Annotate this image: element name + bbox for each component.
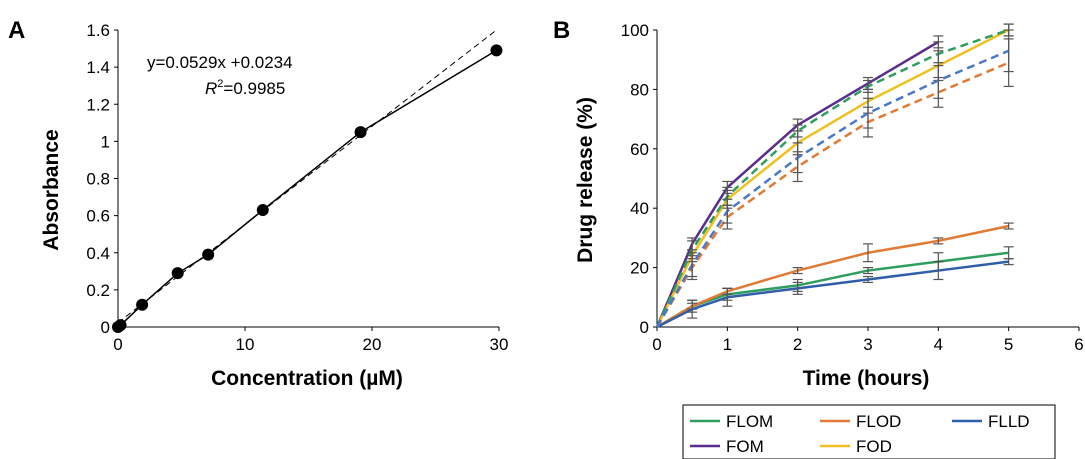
series-line-fom [655,40,939,328]
panel-b-x-tick-label: 3 [863,335,872,354]
panel-a-equation: y=0.0529x +0.0234 [147,53,293,72]
panel-b-label: B [553,17,570,44]
panel-a-data-point [256,204,269,217]
panel-a-y-tick-label: 1.6 [86,21,110,40]
r2-letter: R [205,79,217,98]
panel-b-x-tick-label: 1 [723,335,732,354]
panel-a-y-tick-label: 1.4 [86,58,110,77]
panel-a-label: A [8,17,25,44]
panel-a-r2: R2=0.9985 [205,78,285,98]
panel-a-x-tick-label: 30 [490,335,509,354]
panel-a-data-point [171,267,184,280]
panel-a-x-tick-label: 10 [236,335,255,354]
series-line-flld [656,260,1009,329]
panel-b-y-tick-label: 40 [630,199,649,218]
series-line-fod [655,28,1010,328]
panel-a-xlabel: Concentration (µM) [211,367,403,390]
panel-b-y-tick-label: 80 [630,80,649,99]
legend-box [682,404,1056,459]
panel-a-x-tick-label: 0 [113,335,122,354]
panel-a-y-tick-label: 0 [101,318,110,337]
panel-a-y-tick-label: 0.4 [86,244,110,263]
legend-label-fod: FOD [856,437,892,456]
legend-label-fom: FOM [726,437,764,456]
panel-a-y-tick-label: 0.8 [86,170,110,189]
series-line-dashed-7 [655,49,1010,328]
legend: FLOM FLOD FLLD FOM FOD [690,412,1030,456]
panel-a-plot: 0 0.2 0.4 0.6 0.8 1 1.2 1.4 1.6 0 10 20 30 [86,21,508,354]
panel-a-ylabel: Absorbance [40,129,63,250]
series-line-dashed-5 [655,28,1010,328]
panel-b-x-tick-label: 6 [1074,335,1083,354]
series-line-flod [656,224,1009,329]
panel-a-x-tick-label: 20 [363,335,382,354]
panel-a-y-tick-label: 1 [101,132,110,151]
panel-a-data-line [117,49,497,328]
panel-a-data-point [490,44,503,57]
panel-a-data-point [202,248,215,261]
panel-b-y-tick-label: 100 [621,21,649,40]
panel-b-y-tick-label: 60 [630,140,649,159]
panel-b-y-tick-label: 0 [640,318,649,337]
panel-b-x-tick-label: 5 [1004,335,1013,354]
r2-value: =0.9985 [223,79,285,98]
panel-a-data-point [114,319,127,332]
panel-b-x-tick-label: 0 [652,335,661,354]
panel-a-y-tick-label: 0.2 [86,281,110,300]
panel-b-x-tick-label: 4 [934,335,943,354]
r2-superscript: 2 [217,78,223,90]
legend-label-flod: FLOD [856,412,901,431]
panel-b-x-tick-label: 2 [793,335,802,354]
series-line-flom [656,251,1009,329]
legend-label-flld: FLLD [988,412,1030,431]
legend-label-flom: FLOM [726,412,773,431]
panel-b-xlabel: Time (hours) [803,367,930,390]
panel-a-y-tick-label: 1.2 [86,95,110,114]
panel-a-data-point [136,298,149,311]
panel-a-y-tick-label: 0.6 [86,207,110,226]
series-line-dashed-6 [655,61,1010,328]
panel-b-ylabel: Drug release (%) [574,97,597,263]
panel-b-plot: 0 20 40 60 80 100 0 1 2 3 4 5 6 [621,21,1084,354]
panel-a-trendline [117,29,497,324]
panel-a-data-point [354,126,367,139]
panel-b-y-tick-label: 20 [630,259,649,278]
